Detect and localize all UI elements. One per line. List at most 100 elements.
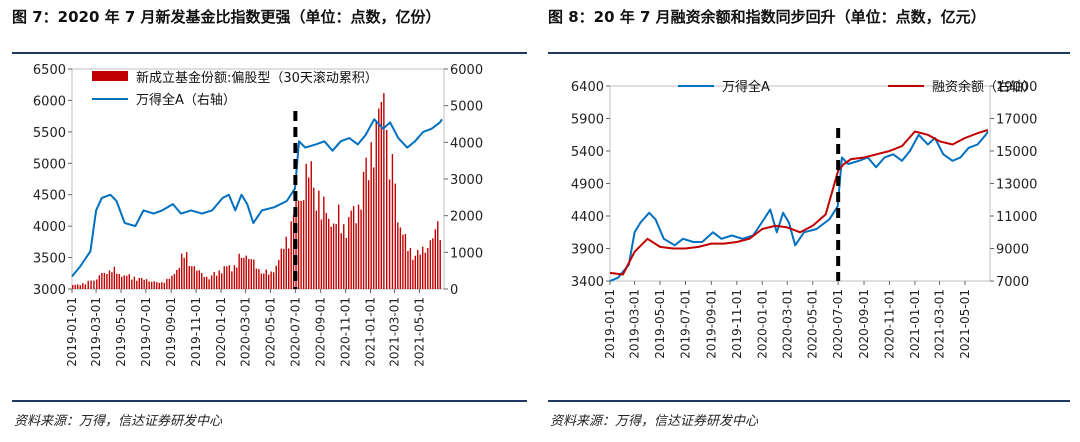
bar [196,270,198,289]
left-axis-tick-label: 4900 [571,178,604,193]
x-axis-tick-label: 2019-05-01 [114,297,128,367]
bar [375,122,377,290]
left-axis-tick-label: 3500 [33,252,66,267]
x-axis-tick-label: 2021-01-01 [908,289,922,359]
bar [325,212,327,289]
bar [310,161,312,289]
bar [278,259,280,289]
bar [72,284,74,289]
bar [183,257,185,289]
bar [156,282,158,289]
bar [253,259,255,289]
bar [96,279,98,289]
bar [118,274,120,289]
right-axis-tick-label: 11000 [996,210,1037,225]
bar [213,271,215,289]
left-title-rule [12,52,527,54]
bar [126,275,128,289]
bar [231,271,233,289]
bar [82,283,84,289]
series-line [609,130,989,282]
bar [233,265,236,289]
left-chart: 3000 3500 4000 4500 5000 5500 6000 6500 0 1000 200… [33,63,483,367]
bar [128,274,130,289]
bar [113,266,116,289]
bar [383,93,385,289]
right-axis-tick-label: 5000 [450,100,483,115]
left-axis-tick-label: 4500 [33,189,66,204]
bar [348,217,350,289]
bar [166,278,168,289]
left-axis-tick-label: 5900 [571,113,604,128]
bar [141,277,143,289]
right-axis-tick-label: 17000 [996,113,1037,128]
bar [74,284,76,289]
bar [283,248,285,289]
bar [260,273,263,289]
series-line [609,128,989,276]
bar [258,268,260,289]
bar [188,266,190,289]
x-axis-tick-label: 2019-11-01 [189,297,203,367]
bar [337,204,340,289]
bar [93,280,95,289]
bar [412,259,414,289]
bar [208,279,210,289]
bar [193,266,196,289]
bar [243,257,245,289]
bar [297,200,300,289]
x-axis-tick-label: 2020-07-01 [288,297,302,367]
x-axis-tick-label: 2019-01-01 [65,297,79,367]
bar [330,226,332,289]
bar [323,196,325,289]
left-figure-title: 图 7：2020 年 7 月新发基金比指数更强（单位：点数，亿份） [12,8,441,26]
bar [178,267,180,289]
bar [268,274,270,289]
x-axis-tick-label: 2020-01-01 [755,289,769,359]
bar [108,270,111,289]
bar [404,233,407,289]
bar-series [72,93,441,290]
right-source-note: 资料来源：万得，信达证券研发中心 [550,414,759,429]
right-axis-tick-label: 3000 [450,173,483,188]
x-axis-tick-label: 2019-03-01 [89,297,103,367]
bar [305,163,307,289]
bar [121,276,123,289]
bar [131,279,133,289]
x-axis-tick-label: 2021-03-01 [388,297,402,367]
bar [318,190,320,289]
x-axis-tick-label: 2021-05-01 [412,297,426,367]
bar [370,142,372,289]
bar [186,252,188,289]
right-axis-tick-label: 6000 [450,63,483,78]
bar [328,218,330,289]
bar [111,272,113,289]
left-axis-tick-label: 3000 [33,283,66,298]
x-axis-tick-label: 2019-09-01 [164,297,178,367]
bar [345,237,347,289]
bar [205,276,208,289]
bar [355,223,357,289]
bar [427,248,429,289]
bar [87,280,89,289]
left-axis-tick-label: 4000 [33,220,66,235]
bar [250,259,253,289]
bar [360,209,362,289]
bar [150,281,153,289]
bar [98,275,101,289]
left-axis-tick-label: 5400 [571,145,604,160]
bar [407,250,409,289]
bar [163,282,166,289]
bar [308,177,310,289]
bar [236,267,238,289]
bar [90,280,92,289]
x-axis-tick-label: 2021-05-01 [958,289,972,359]
bar [248,258,250,289]
bar [275,265,277,289]
right-axis-tick-label: 0 [450,283,458,298]
bar [352,206,355,289]
left-axis-tick-label: 3400 [571,275,604,290]
bar [357,204,360,289]
bar [191,266,193,289]
bar [103,273,106,289]
